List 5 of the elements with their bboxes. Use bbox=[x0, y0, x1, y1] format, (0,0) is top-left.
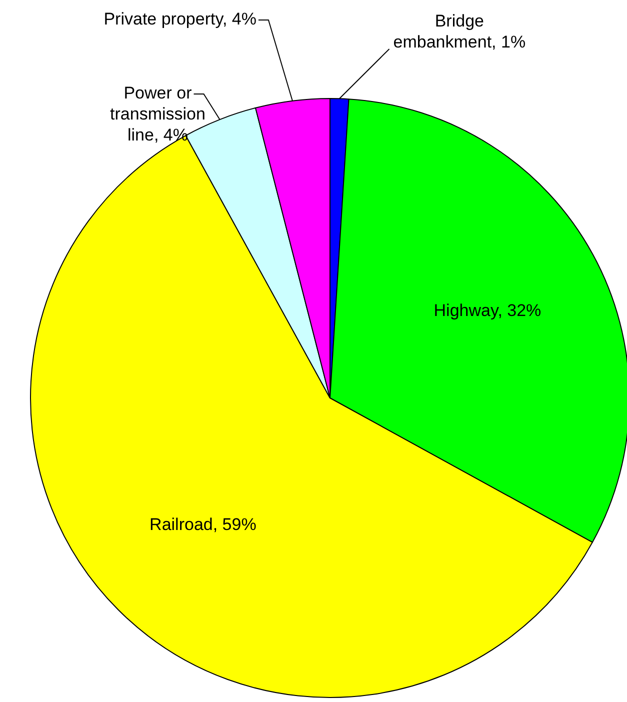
slice-label: Power or transmission line, 4% bbox=[110, 84, 206, 145]
slice-label: Highway, 32% bbox=[434, 301, 542, 320]
slice-label: Railroad, 59% bbox=[150, 514, 256, 534]
slice-label: Bridge embankment, 1% bbox=[393, 12, 526, 52]
slice-label: Private property, 4% bbox=[104, 10, 256, 29]
